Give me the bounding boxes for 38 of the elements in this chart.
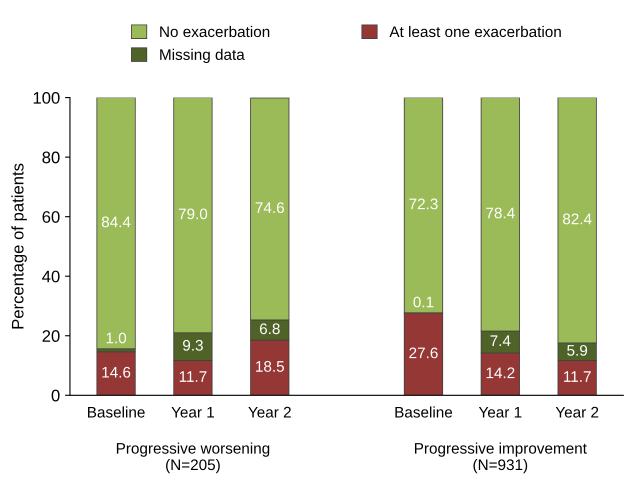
legend-label: At least one exacerbation xyxy=(389,26,561,38)
y-tick-label: 80 xyxy=(42,152,60,164)
data-label: 78.4 xyxy=(486,208,515,218)
bar xyxy=(96,351,136,396)
x-tick-label: Year 2 xyxy=(556,406,598,418)
y-tick-label: 100 xyxy=(34,92,60,104)
data-label: 72.3 xyxy=(409,198,438,210)
data-label: 14.6 xyxy=(102,366,130,378)
data-label: 6.8 xyxy=(260,323,280,334)
data-label: 0.1 xyxy=(413,296,434,308)
x-tick-label: Baseline xyxy=(88,406,145,418)
legend-label: Missing data xyxy=(160,48,245,64)
data-label: 11.7 xyxy=(564,371,591,382)
x-tick-label: Year 1 xyxy=(171,406,214,418)
data-label: 7.4 xyxy=(490,335,510,346)
y-tick-label: 20 xyxy=(42,330,60,342)
y-tick-label: 0 xyxy=(52,390,60,402)
text: Progressive improvement (N=931) xyxy=(414,442,587,474)
data-label: 82.4 xyxy=(562,214,592,224)
data-label: 74.6 xyxy=(256,202,284,214)
data-label: 27.6 xyxy=(409,347,438,358)
data-label: 5.9 xyxy=(567,344,588,356)
data-label: 9.3 xyxy=(183,340,203,351)
x-tick-label: Baseline xyxy=(395,406,452,418)
data-label: 79.0 xyxy=(178,208,208,220)
bar xyxy=(96,98,136,350)
data-label: 11.7 xyxy=(180,371,206,382)
data-label: 84.4 xyxy=(102,216,130,228)
x-tick-label: Year 1 xyxy=(478,406,522,418)
data-label: 18.5 xyxy=(256,361,284,372)
x-tick-label: Year 2 xyxy=(248,406,291,418)
data-label: 14.2 xyxy=(486,367,514,378)
y-tick-label: 60 xyxy=(42,211,60,223)
data-label: 1.0 xyxy=(106,332,126,344)
legend-label: No exacerbation xyxy=(160,26,270,38)
y-tick-label: 40 xyxy=(42,270,60,282)
y-axis-title: Percentage of patients xyxy=(11,164,27,328)
text: Progressive worsening (N=205) xyxy=(116,442,270,474)
